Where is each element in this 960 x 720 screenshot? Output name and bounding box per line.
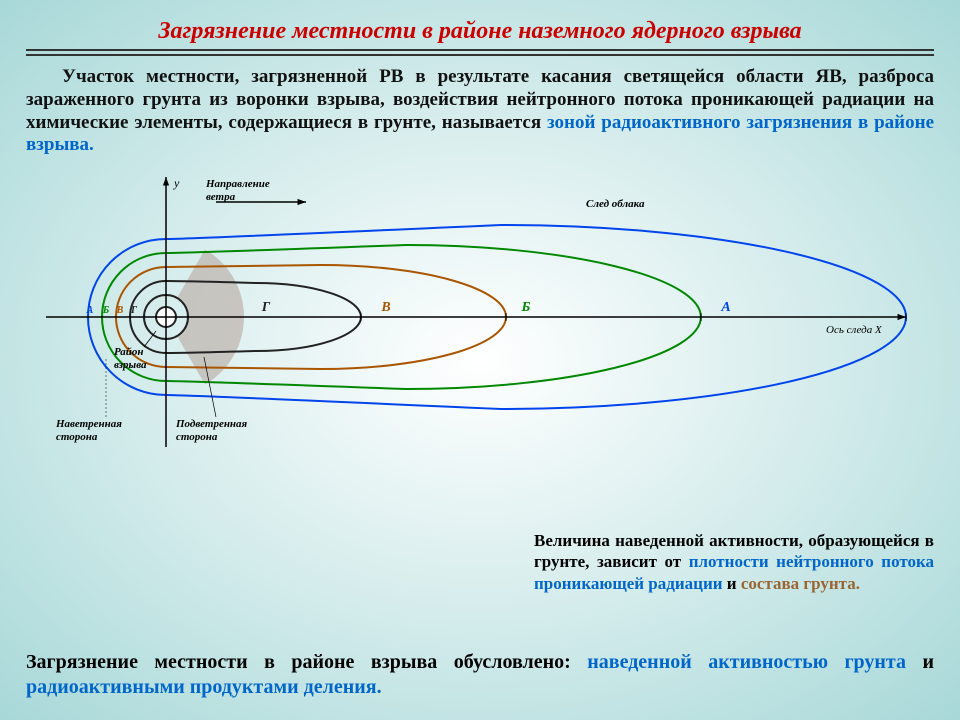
bottom-pre: Загрязнение местности в районе взрыва об… [26, 651, 587, 673]
svg-text:Район: Район [114, 346, 144, 358]
svg-text:Г: Г [130, 305, 138, 316]
svg-text:взрыва: взрыва [114, 359, 147, 371]
svg-text:В: В [116, 305, 124, 316]
activity-footnote: Величина наведенной активности, образующ… [534, 530, 934, 594]
footnote-brown: состава грунта. [741, 574, 860, 593]
diagram-svg: y Ось следа X Направлениеветра След облака Г… [26, 167, 926, 467]
footnote-mid: и [723, 574, 741, 593]
svg-text:Подветренная: Подветренная [175, 418, 248, 430]
divider [26, 49, 934, 56]
bottom-paragraph: Загрязнение местности в районе взрыва об… [26, 650, 934, 700]
bottom-mid: и [906, 651, 934, 673]
bottom-p1: наведенной активностью грунта [587, 651, 906, 673]
svg-text:сторона: сторона [176, 431, 218, 443]
svg-text:y: y [173, 176, 180, 190]
svg-text:Г: Г [261, 300, 271, 315]
bottom-p2: радиоактивными продуктами деления. [26, 676, 382, 698]
page-title: Загрязнение местности в районе наземного… [26, 18, 934, 45]
intro-paragraph: Участок местности, загрязненной РВ в рез… [26, 66, 934, 157]
svg-text:Направление: Направление [205, 178, 270, 190]
contamination-diagram: y Ось следа X Направлениеветра След облака Г… [26, 167, 926, 467]
svg-text:Ось следа X: Ось следа X [826, 324, 883, 336]
svg-text:А: А [720, 300, 730, 315]
svg-text:След облака: След облака [586, 198, 645, 210]
svg-text:Б: Б [521, 300, 531, 315]
svg-text:Б: Б [102, 305, 110, 316]
svg-text:сторона: сторона [56, 431, 98, 443]
svg-text:В: В [380, 300, 390, 315]
svg-text:Наветренная: Наветренная [55, 418, 122, 430]
svg-text:ветра: ветра [206, 191, 236, 203]
svg-text:А: А [86, 305, 94, 316]
